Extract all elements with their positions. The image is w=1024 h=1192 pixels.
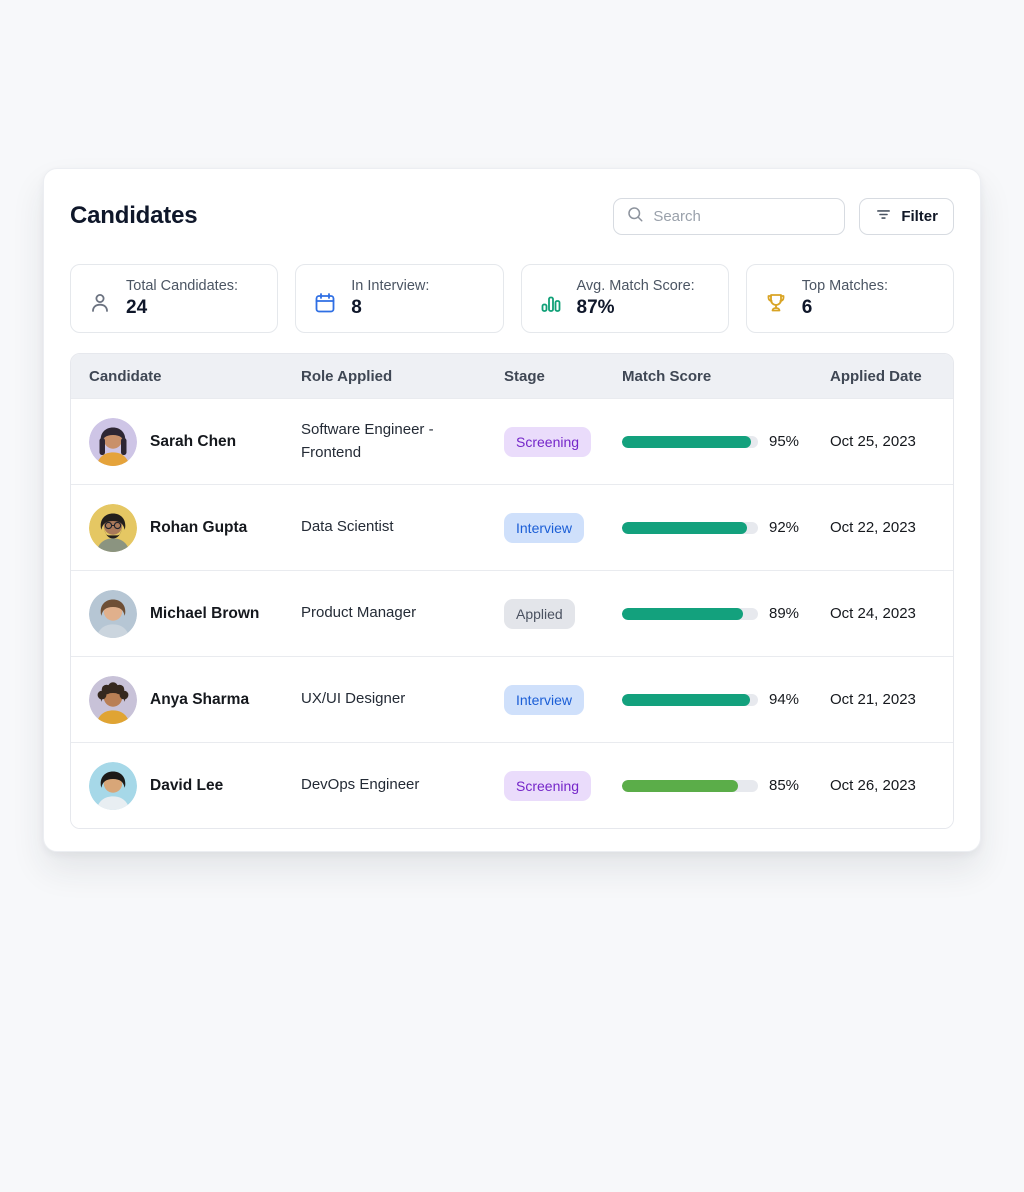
match-progress-bar	[622, 693, 758, 706]
match-progress-fill	[622, 779, 738, 792]
match-score-cell: 92%	[622, 519, 830, 536]
column-header-applied-date: Applied Date	[830, 367, 922, 385]
match-progress-bar	[622, 521, 758, 534]
applied-date: Oct 25, 2023	[830, 433, 916, 450]
stat-value: 8	[351, 297, 362, 318]
candidate-name: Michael Brown	[150, 604, 260, 622]
applied-date: Oct 26, 2023	[830, 777, 916, 794]
role-applied: Data Scientist	[301, 518, 394, 536]
filter-icon	[875, 206, 892, 227]
candidate-name: Rohan Gupta	[150, 518, 248, 536]
role-applied: DevOps Engineer	[301, 776, 420, 794]
stage-badge: Screening	[504, 770, 592, 801]
stat-label: Total Candidates:	[126, 278, 239, 294]
match-percent: 95%	[769, 433, 800, 450]
match-progress-fill	[622, 435, 752, 448]
candidate-name: Sarah Chen	[150, 432, 237, 450]
match-score-cell: 89%	[622, 605, 830, 622]
candidates-panel: Candidates Filter	[43, 168, 981, 852]
bar-chart-icon	[538, 290, 564, 316]
table-row[interactable]: Anya Sharma UX/UI Designer Interview 94%…	[71, 656, 953, 742]
filter-button[interactable]: Filter	[859, 197, 954, 235]
page-title: Candidates	[70, 202, 198, 229]
role-applied: Product Manager	[301, 604, 417, 622]
match-progress-bar	[622, 607, 758, 620]
stage-badge: Interview	[504, 512, 585, 543]
avatar	[89, 417, 137, 466]
candidate-name: Anya Sharma	[150, 690, 250, 708]
topbar: Candidates Filter	[70, 197, 954, 235]
stat-card-top-matches: Top Matches: 6	[745, 264, 954, 333]
filter-button-label: Filter	[901, 207, 938, 225]
table-header: Candidate Role Applied Stage Match Score…	[71, 354, 953, 398]
search-input[interactable]	[653, 207, 833, 225]
trophy-icon	[763, 290, 789, 316]
match-progress-fill	[622, 521, 748, 534]
table-row[interactable]: David Lee DevOps Engineer Screening 85% …	[71, 742, 953, 828]
match-progress-bar	[622, 779, 758, 792]
stage-badge: Interview	[504, 684, 585, 715]
stat-value: 87%	[576, 297, 615, 318]
match-progress-bar	[622, 435, 758, 448]
candidate-name: David Lee	[150, 776, 224, 794]
match-percent: 89%	[769, 605, 800, 622]
search-box[interactable]	[613, 197, 846, 235]
match-score-cell: 95%	[622, 433, 830, 450]
role-applied: Software Engineer - Frontend	[301, 421, 434, 461]
avatar	[89, 675, 137, 724]
stat-label: Top Matches:	[801, 278, 888, 294]
search-icon	[626, 205, 644, 228]
candidates-table: Candidate Role Applied Stage Match Score…	[70, 353, 954, 829]
table-row[interactable]: Rohan Gupta Data Scientist Interview 92%…	[71, 484, 953, 570]
applied-date: Oct 24, 2023	[830, 605, 916, 622]
stat-value: 6	[801, 297, 813, 318]
stats-row: Total Candidates: 24 In Interview: 8	[70, 264, 954, 333]
match-score-cell: 85%	[622, 777, 830, 794]
stat-card-in-interview: In Interview: 8	[295, 264, 504, 333]
applied-date: Oct 22, 2023	[830, 519, 916, 536]
column-header-candidate: Candidate	[89, 367, 162, 385]
table-row[interactable]: Sarah Chen Software Engineer - Frontend …	[71, 398, 953, 484]
avatar	[89, 589, 137, 638]
column-header-match-score: Match Score	[622, 367, 712, 385]
stat-card-avg-match-score: Avg. Match Score: 87%	[520, 264, 729, 333]
stat-value: 24	[126, 297, 148, 318]
stage-badge: Applied	[504, 598, 575, 629]
stat-label: In Interview:	[351, 278, 430, 294]
match-progress-fill	[622, 607, 744, 620]
calendar-icon	[312, 290, 338, 316]
stat-card-total-candidates: Total Candidates: 24	[70, 264, 279, 333]
match-score-cell: 94%	[622, 691, 830, 708]
table-row[interactable]: Michael Brown Product Manager Applied 89…	[71, 570, 953, 656]
stage-badge: Screening	[504, 426, 592, 457]
column-header-stage: Stage	[504, 367, 545, 385]
stat-label: Avg. Match Score:	[576, 278, 695, 294]
match-percent: 94%	[769, 691, 800, 708]
column-header-role-applied: Role Applied	[301, 367, 393, 385]
user-icon	[87, 290, 113, 316]
applied-date: Oct 21, 2023	[830, 691, 916, 708]
topbar-actions: Filter	[613, 197, 954, 235]
match-progress-fill	[622, 693, 750, 706]
avatar	[89, 503, 137, 552]
role-applied: UX/UI Designer	[301, 690, 406, 708]
avatar	[89, 761, 137, 810]
match-percent: 85%	[769, 777, 800, 794]
match-percent: 92%	[769, 519, 800, 536]
